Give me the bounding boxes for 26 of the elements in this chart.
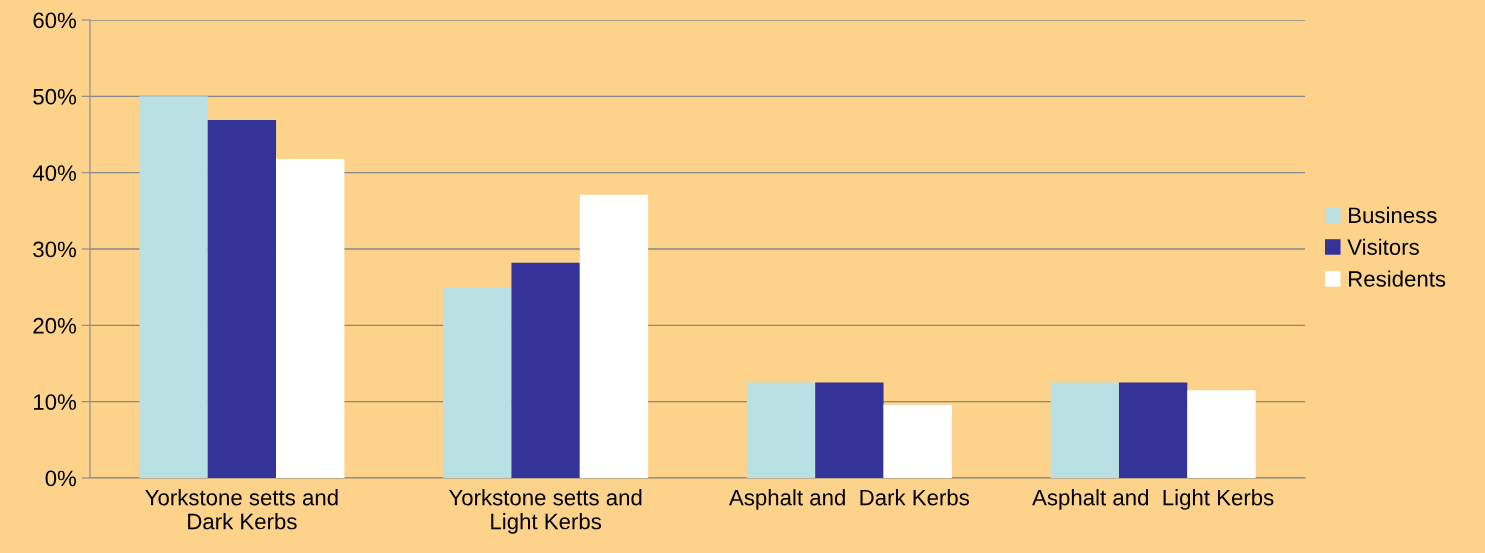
- y-tick-label: 30%: [33, 241, 77, 258]
- bar: [1118, 382, 1188, 478]
- bar: [579, 194, 649, 478]
- bar: [746, 382, 816, 478]
- y-tick-label: 50%: [33, 88, 77, 105]
- legend-label: Residents: [1349, 270, 1446, 287]
- bar: [1187, 390, 1256, 478]
- y-tick-label: 40%: [32, 165, 77, 181]
- legend-label: Business: [1349, 206, 1437, 224]
- legend-label: Visitors: [1347, 238, 1419, 255]
- bar: [815, 382, 884, 478]
- y-tick-label: 10%: [34, 394, 77, 410]
- x-tick-label: Yorkstone setts and Dark Kerbs: [145, 489, 338, 530]
- bar: [511, 262, 580, 478]
- bar: [276, 158, 345, 478]
- x-tick-label: Yorkstone setts and Light Kerbs: [448, 489, 642, 534]
- x-tick-label: Asphalt and Light Kerbs: [1032, 489, 1274, 510]
- bar: [443, 287, 512, 478]
- bar: [883, 404, 952, 478]
- y-tick-label: 0%: [45, 470, 77, 487]
- bar: [1050, 382, 1119, 478]
- y-tick-label: 60%: [33, 12, 77, 29]
- bar: [139, 96, 208, 478]
- x-tick-label: Asphalt and Dark Kerbs: [728, 489, 970, 510]
- bar: [207, 120, 277, 478]
- y-tick-label: 20%: [33, 317, 77, 334]
